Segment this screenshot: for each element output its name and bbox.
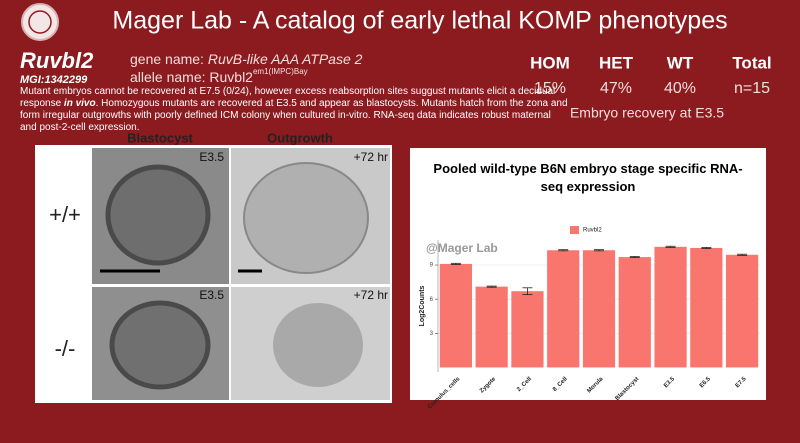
table-header: HOM — [530, 53, 570, 72]
mgi-id: MGI:1342299 — [20, 74, 88, 86]
table-caption: Embryo recovery at E3.5 — [570, 105, 724, 121]
gene-name-value: RuvB-like AAA ATPase 2 — [208, 51, 363, 67]
stage-label: E3.5 — [199, 150, 224, 164]
table-header: Total — [732, 53, 771, 72]
logo-ring — [28, 10, 52, 34]
column-label: Outgrowth — [267, 130, 333, 145]
embryo — [109, 300, 211, 390]
row-label: +/+ — [49, 202, 81, 227]
outgrowth — [273, 303, 363, 387]
bar — [726, 254, 759, 368]
gene-name-label: gene name: — [130, 51, 204, 67]
embryo — [105, 164, 211, 266]
error-bar — [486, 285, 497, 288]
gene-symbol: Ruvbl2 — [20, 48, 94, 73]
y-tick-label: 6 — [430, 297, 434, 303]
bar — [654, 246, 687, 368]
table-header: HET — [599, 53, 634, 72]
error-bar — [558, 249, 569, 252]
column-label: Blastocyst — [127, 130, 193, 145]
table-value: 40% — [664, 80, 696, 97]
bar — [547, 250, 580, 368]
description-text: Mutant embryos cannot be recovered at E7… — [20, 86, 556, 109]
chart-title-box: Pooled wild-type B6N embryo stage specif… — [433, 161, 743, 194]
y-tick-label: 3 — [430, 331, 434, 337]
allele-symbol: Ruvbl2 — [209, 69, 253, 85]
error-bar — [665, 245, 676, 248]
error-bar — [594, 249, 604, 252]
row-label: -/- — [55, 336, 76, 361]
page-title: Mager Lab - A catalog of early lethal KO… — [112, 7, 727, 35]
allele-label: allele name: — [130, 69, 206, 85]
allele-superscript: em1(IMPC)Bay — [253, 67, 308, 76]
stage-label: +72 hr — [354, 288, 388, 302]
table-value: n=15 — [734, 80, 770, 97]
description-emphasis: in vivo — [63, 98, 96, 109]
description-text: . Homozygous mutants are recovered at E3… — [20, 98, 568, 133]
allele-name: allele name: Ruvbl2em1(IMPC)Bay — [130, 67, 308, 85]
y-tick-label: 9 — [430, 263, 434, 269]
error-bar — [450, 262, 461, 265]
legend-label: Ruvbl2 — [583, 228, 602, 234]
table-value: 47% — [600, 80, 632, 97]
gene-name: gene name: RuvB-like AAA ATPase 2 — [130, 51, 363, 67]
description: Mutant embryos cannot be recovered at E7… — [20, 86, 568, 134]
chart-title: Pooled wild-type B6N embryo stage specif… — [433, 161, 743, 194]
table-header: WT — [667, 53, 694, 72]
error-bar — [701, 246, 712, 249]
outgrowth — [243, 162, 369, 274]
error-bar — [629, 256, 640, 259]
bar — [690, 247, 723, 368]
bar — [582, 250, 616, 368]
recovery-table: HOM 15% HET 47% WT 40% Total n=15 Embryo recover… — [530, 53, 772, 120]
error-bar — [737, 253, 748, 256]
stage-label: +72 hr — [354, 150, 388, 164]
legend-swatch — [570, 226, 579, 234]
bar — [511, 291, 544, 368]
table-value: 15% — [534, 80, 566, 97]
watermark: @Mager Lab — [426, 241, 498, 255]
y-axis-label: Log2Counts — [419, 285, 426, 326]
bar — [475, 286, 508, 368]
error-bar — [522, 287, 533, 296]
stage-label: E3.5 — [199, 288, 224, 302]
bar — [618, 257, 651, 368]
bar — [439, 263, 472, 368]
logo — [21, 3, 59, 41]
